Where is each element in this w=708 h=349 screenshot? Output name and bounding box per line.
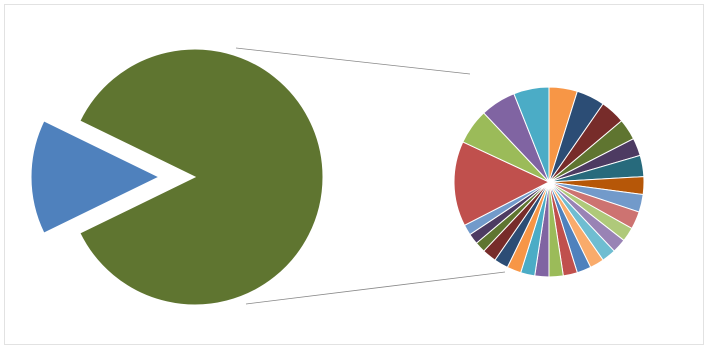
- pie-slice: [453, 141, 551, 226]
- connector-line: [235, 47, 471, 75]
- pie-slice: [513, 86, 550, 183]
- pie-slice: [30, 120, 161, 234]
- pie-slice: [79, 48, 324, 306]
- connector-line: [245, 271, 506, 305]
